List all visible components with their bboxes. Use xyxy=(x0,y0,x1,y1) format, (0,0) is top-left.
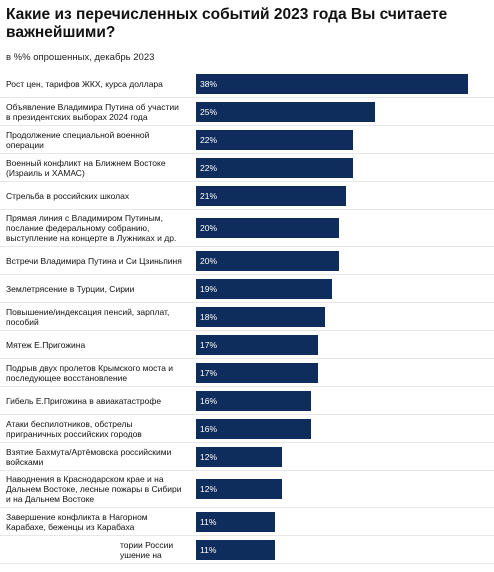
bar xyxy=(196,101,375,122)
bar-row: Стрельба в российских школах 21% xyxy=(0,182,494,210)
bar-row: Повышение/индексация пенсий, зарплат, по… xyxy=(0,303,494,331)
bar xyxy=(196,362,318,383)
bar-row: Атаки беспилотников, обстрелы приграничн… xyxy=(0,415,494,443)
category-label: Объявление Владимира Путина об участии в… xyxy=(6,101,179,122)
bar xyxy=(196,539,275,560)
bar-row: Продолжение специальной военной операции… xyxy=(0,126,494,154)
bar xyxy=(196,390,311,411)
bar-row: Подрыв двух пролетов Крымского моста и п… xyxy=(0,359,494,387)
category-label: Стрельба в российских школах xyxy=(6,190,130,201)
bar xyxy=(196,185,347,206)
bar xyxy=(196,157,354,178)
bar xyxy=(196,250,340,271)
value-label: 16% xyxy=(200,423,218,434)
category-label: Повышение/индексация пенсий, зарплат, по… xyxy=(6,306,170,327)
bar xyxy=(196,129,354,150)
value-label: 16% xyxy=(200,395,218,406)
value-label: 17% xyxy=(200,367,218,378)
value-label: 38% xyxy=(200,78,218,89)
value-label: 11% xyxy=(200,516,217,527)
bar xyxy=(196,278,332,299)
bar-row: Объявление Владимира Путина об участии в… xyxy=(0,98,494,126)
chart-title: Какие из перечисленных событий 2023 года… xyxy=(6,6,448,41)
bar-rows: Рост цен, тарифов ЖКХ, курса доллара 38% О… xyxy=(0,70,494,564)
bar-row: Землетрясение в Турции, Сирии 19% xyxy=(0,275,494,303)
value-label: 11% xyxy=(200,544,217,555)
category-label: Подрыв двух пролетов Крымского моста и п… xyxy=(6,362,174,383)
bar xyxy=(196,334,318,355)
category-label: Завершение конфликта в Нагорном Карабахе… xyxy=(6,511,148,532)
value-label: 22% xyxy=(200,162,218,173)
bar-row: Завершение конфликта в Нагорном Карабахе… xyxy=(0,508,494,536)
category-label: Рост цен, тарифов ЖКХ, курса доллара xyxy=(6,78,163,89)
category-label: Продолжение специальной военной операции xyxy=(6,129,150,150)
value-label: 25% xyxy=(200,106,218,117)
chart-subtitle: в %% опрошенных, декабрь 2023 xyxy=(6,52,155,63)
bar xyxy=(196,73,468,94)
category-label: Наводнения в Краснодарском крае и на Дал… xyxy=(6,474,182,504)
value-label: 18% xyxy=(200,311,218,322)
bar xyxy=(196,479,282,499)
category-label: Военный конфликт на Ближнем Востоке (Изр… xyxy=(6,157,166,178)
bar xyxy=(196,306,325,327)
bar-row: Встречи Владимира Путина и Си Цзиньпиня 2… xyxy=(0,247,494,275)
bar-row: Рост цен, тарифов ЖКХ, курса доллара 38% xyxy=(0,70,494,98)
value-label: 12% xyxy=(200,451,218,462)
value-label: 22% xyxy=(200,134,218,145)
category-label: Встречи Владимира Путина и Си Цзиньпиня xyxy=(6,255,182,266)
bar-row: Прямая линия с Владимиром Путиным, посла… xyxy=(0,210,494,247)
bar-row: Взятие Бахмута/Артёмовска российскими во… xyxy=(0,443,494,471)
category-label: Гибель Е.Пригожина в авиакатастрофе xyxy=(6,395,162,406)
category-label: тории России ушение на xyxy=(120,539,174,560)
bar-row: Наводнения в Краснодарском крае и на Дал… xyxy=(0,471,494,508)
value-label: 12% xyxy=(200,484,218,494)
value-label: 20% xyxy=(200,255,218,266)
category-label: Взятие Бахмута/Артёмовска российскими во… xyxy=(6,446,172,467)
value-label: 20% xyxy=(200,223,218,233)
bar-row: Мятеж Е.Пригожина 17% xyxy=(0,331,494,359)
bar xyxy=(196,418,311,439)
bar-row: Гибель Е.Пригожина в авиакатастрофе 16% xyxy=(0,387,494,415)
category-label: Мятеж Е.Пригожина xyxy=(6,339,86,350)
bar xyxy=(196,218,340,238)
category-label: Землетрясение в Турции, Сирии xyxy=(6,283,135,294)
category-label: Прямая линия с Владимиром Путиным, посла… xyxy=(6,213,177,243)
category-label: Атаки беспилотников, обстрелы приграничн… xyxy=(6,418,142,439)
bar xyxy=(196,511,275,532)
value-label: 19% xyxy=(200,283,218,294)
bar xyxy=(196,446,282,467)
bar-row: Военный конфликт на Ближнем Востоке (Изр… xyxy=(0,154,494,182)
bar-row: тории России ушение на 11% xyxy=(0,536,494,564)
value-label: 17% xyxy=(200,339,218,350)
value-label: 21% xyxy=(200,190,218,201)
